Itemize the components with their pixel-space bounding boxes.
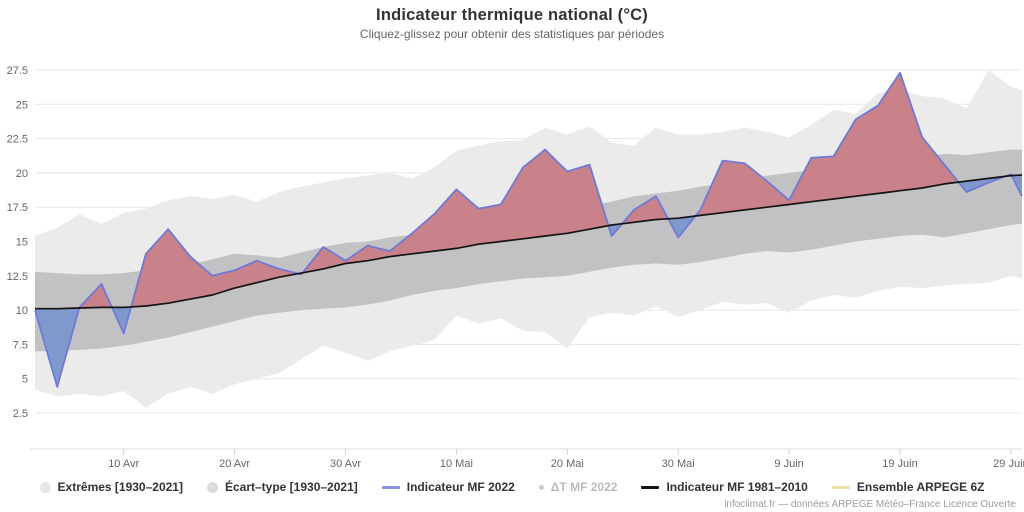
legend-label: Indicateur MF 2022 <box>406 480 515 494</box>
y-tick-label: 17.5 <box>7 202 28 214</box>
legend-label: ΔT MF 2022 <box>550 480 618 494</box>
x-tick-label: 30 Mai <box>662 458 695 470</box>
legend-circle-marker-icon <box>206 481 218 493</box>
y-tick-label: 22.5 <box>7 134 28 146</box>
y-tick-label: 5 <box>22 374 28 386</box>
legend-item[interactable]: Extrêmes [1930–2021] <box>39 480 183 494</box>
x-tick-label: 30 Avr <box>330 458 361 470</box>
y-tick-label: 12.5 <box>7 271 28 283</box>
legend-item[interactable]: Indicateur MF 2022 <box>381 480 515 494</box>
x-tick-label: 19 Juin <box>882 458 917 470</box>
x-tick-label: 20 Mai <box>551 458 584 470</box>
page-title: Indicateur thermique national (°C) <box>376 6 648 24</box>
x-tick-label: 10 Avr <box>108 458 139 470</box>
x-tick-label: 29 Juin <box>993 458 1024 470</box>
y-tick-label: 7.5 <box>13 339 28 351</box>
y-tick-label: 20 <box>16 168 28 180</box>
legend-circle-marker-icon <box>39 481 51 493</box>
legend-item[interactable]: ΔT MF 2022 <box>538 480 618 494</box>
chart-legend: Extrêmes [1930–2021] Écart–type [1930–202… <box>0 480 1024 494</box>
legend-line-marker-icon <box>831 485 850 489</box>
legend-label: Extrêmes [1930–2021] <box>57 480 183 494</box>
x-axis: 10 Avr 20 Avr 30 Avr 10 Mai 20 Mai 30 Mai 9 Ju… <box>30 448 1024 470</box>
legend-item[interactable]: Écart–type [1930–2021] <box>206 480 358 494</box>
chart-subtitle: Cliquez-glissez pour obtenir des statist… <box>359 27 665 41</box>
legend-dot-marker-icon <box>538 484 544 490</box>
mf-2022-line <box>34 71 1023 388</box>
y-tick-label: 2.5 <box>13 408 28 420</box>
y-tick-label: 25 <box>16 99 28 111</box>
legend-label: Ensemble ARPEGE 6Z <box>856 480 985 494</box>
x-tick-label: 9 Juin <box>774 458 803 470</box>
legend-line-marker-icon <box>381 485 400 489</box>
y-axis-labels: 27.5 25 22.5 20 17.5 15 12.5 10 7.5 5 2.5 <box>7 65 28 420</box>
y-tick-label: 10 <box>16 305 28 317</box>
above-normal-area <box>35 72 1022 309</box>
legend-label: Écart–type [1930–2021] <box>224 480 358 494</box>
legend-line-marker-icon <box>641 485 660 489</box>
legend-item[interactable]: Indicateur MF 1981–2010 <box>641 480 808 494</box>
data-credit: infoclimat.fr — données ARPEGE Météo–Fra… <box>724 499 1016 510</box>
mf-1981-2010-line <box>35 174 1023 310</box>
y-tick-label: 15 <box>16 237 28 249</box>
x-tick-label: 10 Mai <box>440 458 473 470</box>
legend-item[interactable]: Ensemble ARPEGE 6Z <box>831 480 985 494</box>
y-tick-label: 27.5 <box>7 65 28 77</box>
x-tick-label: 20 Avr <box>219 458 250 470</box>
legend-label: Indicateur MF 1981–2010 <box>666 480 808 494</box>
